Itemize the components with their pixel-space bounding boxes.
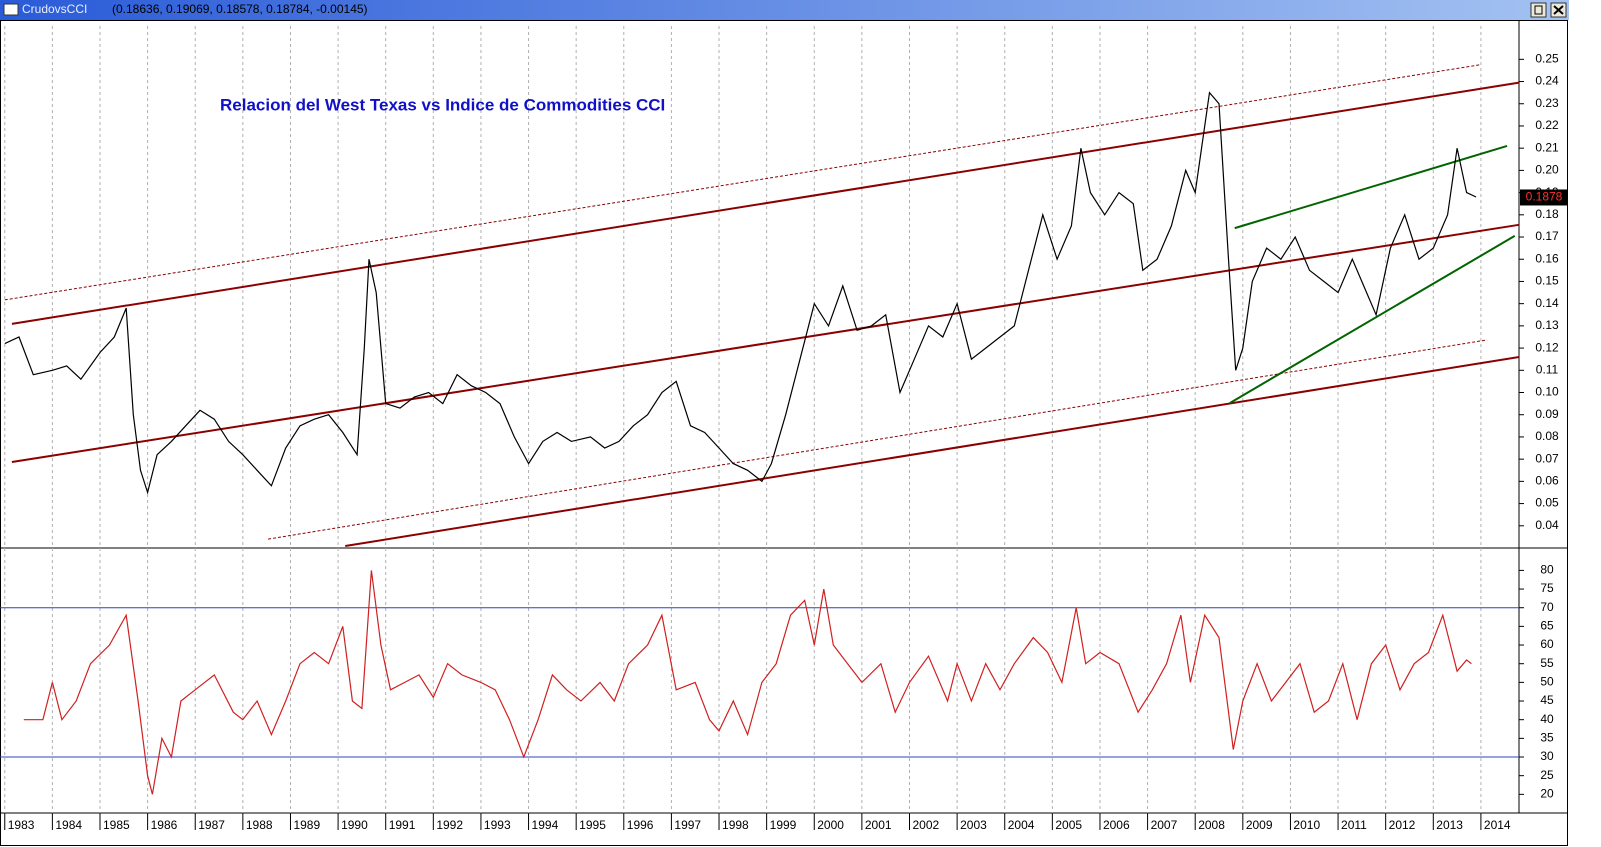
- trend-line: [4, 64, 1481, 301]
- close-icon: [1553, 5, 1564, 15]
- x-tick-label: 2004: [1008, 818, 1035, 832]
- margin: [1569, 0, 1601, 847]
- x-tick-label: 2006: [1103, 818, 1130, 832]
- x-tick-label: 1987: [198, 818, 225, 832]
- x-tick-label: 1993: [484, 818, 511, 832]
- y-tick-label: 55: [1540, 656, 1554, 670]
- y-tick-label: 0.15: [1535, 274, 1559, 288]
- x-tick-label: 1992: [436, 818, 463, 832]
- y-tick-label: 0.06: [1535, 474, 1559, 488]
- window-icon: [3, 3, 19, 16]
- y-tick-label: 0.16: [1535, 251, 1559, 265]
- y-tick-label: 0.05: [1535, 496, 1559, 510]
- x-tick-label: 2007: [1151, 818, 1178, 832]
- y-tick-label: 0.14: [1535, 296, 1559, 310]
- x-tick-label: 1996: [627, 818, 654, 832]
- trend-line: [11, 81, 1520, 325]
- y-tick-label: 20: [1540, 787, 1554, 801]
- y-tick-label: 75: [1540, 581, 1554, 595]
- y-tick-label: 80: [1540, 563, 1554, 577]
- y-tick-label: 50: [1540, 675, 1554, 689]
- trend-line: [268, 339, 1488, 540]
- restore-icon: [1534, 5, 1543, 15]
- x-tick-label: 1999: [770, 818, 797, 832]
- price-line: [4, 91, 1477, 495]
- y-tick-label: 0.25: [1535, 51, 1559, 65]
- y-tick-label: 0.21: [1535, 140, 1559, 154]
- title-bar: [0, 0, 1601, 20]
- x-tick-label: 1997: [674, 818, 701, 832]
- y-tick-label: 0.10: [1535, 385, 1559, 399]
- x-tick-label: 2002: [912, 818, 939, 832]
- y-tick-label: 45: [1540, 693, 1554, 707]
- x-tick-label: 1984: [55, 818, 82, 832]
- y-tick-label: 0.18: [1535, 207, 1559, 221]
- x-tick-label: 1989: [293, 818, 320, 832]
- y-tick-label: 0.11: [1536, 362, 1559, 376]
- window-values: (0.18636, 0.19069, 0.18578, 0.18784, -0.…: [112, 2, 368, 16]
- x-tick-label: 2012: [1389, 818, 1416, 832]
- y-tick-label: 70: [1540, 600, 1554, 614]
- y-tick-label: 0.20: [1535, 163, 1559, 177]
- x-tick-label: 1998: [722, 818, 749, 832]
- trend-line: [1229, 235, 1516, 404]
- price-line: [23, 570, 1472, 795]
- y-tick-label: 35: [1540, 731, 1554, 745]
- x-tick-label: 1990: [341, 818, 368, 832]
- x-tick-label: 2014: [1484, 818, 1511, 832]
- y-tick-label: 0.17: [1535, 229, 1559, 243]
- y-tick-label: 65: [1540, 619, 1554, 633]
- y-tick-label: 60: [1540, 637, 1554, 651]
- chart-title: Relacion del West Texas vs Indice de Com…: [220, 95, 665, 114]
- y-tick-label: 25: [1540, 768, 1554, 782]
- y-tick-label: 40: [1540, 712, 1554, 726]
- y-tick-label: 30: [1540, 749, 1554, 763]
- x-tick-label: 1995: [579, 818, 606, 832]
- x-tick-label: 2003: [960, 818, 987, 832]
- trend-line: [1234, 144, 1508, 230]
- x-tick-label: 2000: [817, 818, 844, 832]
- y-tick-label: 0.12: [1535, 340, 1559, 354]
- y-tick-label: 0.04: [1535, 518, 1559, 532]
- trend-line: [345, 355, 1520, 547]
- x-tick-label: 2008: [1198, 818, 1225, 832]
- x-tick-label: 2010: [1293, 818, 1320, 832]
- x-tick-label: 1994: [532, 818, 559, 832]
- y-tick-label: 0.08: [1535, 429, 1559, 443]
- x-tick-label: 2005: [1055, 818, 1082, 832]
- y-tick-label: 0.23: [1535, 96, 1559, 110]
- x-tick-label: 2011: [1341, 818, 1367, 832]
- last-value-box: [1520, 189, 1568, 206]
- x-tick-label: 2001: [865, 818, 892, 832]
- x-tick-label: 2013: [1436, 818, 1463, 832]
- x-tick-label: 1991: [389, 818, 416, 832]
- trend-line: [11, 223, 1520, 464]
- x-tick-label: 1983: [8, 818, 35, 832]
- y-tick-label: 0.07: [1535, 451, 1559, 465]
- last-value-label: 0.1878: [1526, 190, 1563, 204]
- y-tick-label: 0.13: [1535, 318, 1559, 332]
- y-tick-label: 0.24: [1535, 74, 1559, 88]
- restore-button[interactable]: [1530, 2, 1547, 18]
- x-tick-label: 1988: [246, 818, 273, 832]
- x-tick-label: 2009: [1246, 818, 1273, 832]
- x-tick-label: 1985: [103, 818, 130, 832]
- window-name: CrudovsCCI: [22, 2, 87, 16]
- frame: [0, 20, 1568, 846]
- y-tick-label: 0.09: [1535, 407, 1559, 421]
- x-tick-label: 1986: [151, 818, 178, 832]
- y-tick-label: 0.22: [1535, 118, 1559, 132]
